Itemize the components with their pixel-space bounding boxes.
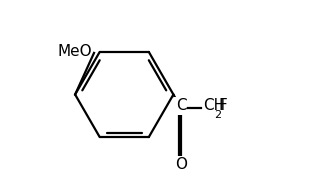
- Text: MeO: MeO: [57, 43, 92, 59]
- Text: 2: 2: [214, 110, 222, 120]
- Text: C: C: [176, 98, 186, 113]
- Text: F: F: [218, 98, 227, 113]
- Text: CH: CH: [203, 98, 225, 113]
- Text: O: O: [175, 157, 187, 172]
